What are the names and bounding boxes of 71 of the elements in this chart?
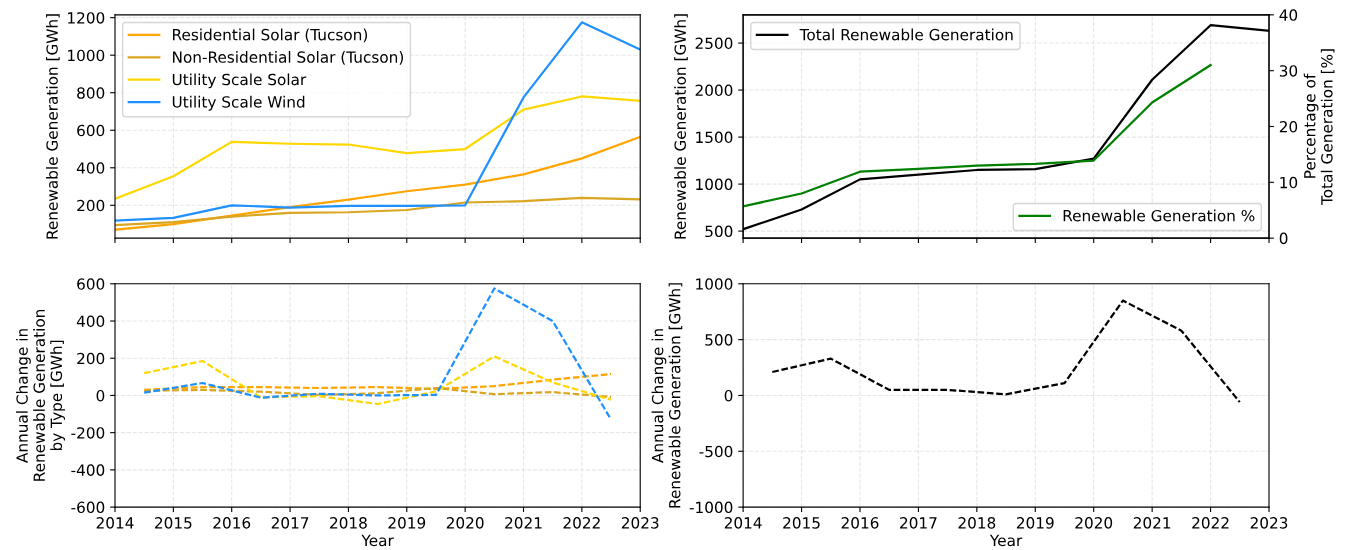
y-tick-label: 2500	[695, 37, 733, 50]
x-tick-label: 2019	[388, 517, 426, 529]
x-tick-label: 2017	[271, 517, 309, 529]
y-tick-label: 1000	[68, 49, 105, 62]
y2-tick-label: 30	[1279, 65, 1298, 77]
x-tick-label: 2018	[330, 517, 367, 529]
y-tick-label: -400	[71, 464, 105, 476]
x-tick-label: 2023	[1250, 517, 1288, 529]
y-tick-label: 600	[77, 278, 105, 290]
x-axis-title: Year	[361, 534, 394, 547]
x-tick-label: 2020	[1075, 517, 1113, 529]
legend-label: Residential Solar (Tucson)	[173, 28, 368, 43]
y-tick-label: 500	[705, 225, 733, 238]
x-tick-label: 2023	[621, 517, 659, 529]
x-tick-label: 2015	[155, 517, 192, 529]
line-series	[115, 21, 641, 222]
x-tick-label: 2016	[213, 517, 251, 529]
line-series	[143, 355, 613, 406]
line-series	[771, 299, 1241, 404]
y2-tick-label: 40	[1279, 9, 1298, 21]
line-series	[143, 287, 613, 421]
line-series	[143, 386, 613, 399]
y-tick-label: 200	[77, 352, 105, 365]
line-series	[143, 372, 613, 391]
x-tick-label: 2018	[958, 517, 996, 529]
y-axis-title: Renewable Generation [GWh]	[674, 14, 688, 239]
y-tick-label: 400	[76, 162, 105, 174]
line-series	[115, 95, 641, 200]
y-tick-label: 1200	[68, 12, 105, 24]
y-tick-label: -500	[699, 445, 733, 458]
x-tick-label: 2016	[841, 517, 879, 529]
y-axis-title: Renewable Generation [GWh]	[46, 14, 60, 239]
y-tick-label: 800	[77, 87, 105, 99]
y2-tick-label: 0	[1279, 232, 1288, 245]
legend-label: Utility Scale Solar	[172, 73, 307, 89]
y-tick-label: 2000	[695, 84, 733, 97]
line-series	[115, 196, 641, 227]
y2-axis-title: Percentage of Total Generation [%]	[1303, 49, 1335, 206]
x-tick-label: 2022	[563, 517, 600, 529]
y-tick-label: 1500	[696, 131, 733, 144]
x-tick-label: 2021	[505, 517, 542, 529]
y-axis-title: Annual Change in Renewable Generation [GWh]	[651, 283, 683, 508]
y2-tick-label: 10	[1280, 176, 1298, 189]
y-tick-label: -600	[71, 501, 105, 514]
y-tick-label: 0	[96, 389, 105, 402]
y-tick-label: 600	[77, 124, 105, 137]
y-tick-label: 400	[76, 315, 105, 328]
x-axis-title: Year	[989, 534, 1023, 547]
line-series	[115, 135, 641, 231]
y-tick-label: 1000	[696, 278, 733, 290]
x-tick-label: 2022	[1192, 517, 1229, 529]
y-tick-label: 1000	[696, 178, 733, 191]
y-tick-label: 500	[705, 334, 733, 346]
line-series	[743, 63, 1212, 208]
legend-label: Total Renewable Generation	[799, 28, 1013, 41]
x-tick-label: 2019	[1016, 517, 1054, 529]
x-tick-label: 2020	[446, 517, 484, 529]
y-tick-label: -1000	[689, 501, 733, 514]
x-tick-label: 2014	[96, 517, 134, 529]
x-tick-label: 2017	[900, 517, 937, 529]
y2-tick-label: 20	[1279, 120, 1298, 133]
x-tick-label: 2015	[783, 517, 820, 529]
legend-label: Renewable Generation %	[1063, 209, 1255, 222]
x-tick-label: 2014	[724, 517, 762, 529]
y-axis-title: Annual Change in Renewable Generation by Type [GWh]	[16, 309, 66, 481]
y-tick-label: -200	[71, 427, 105, 439]
legend-label: Non-Residential Solar (Tucson)	[173, 51, 403, 65]
x-tick-label: 2021	[1133, 517, 1171, 529]
legend-label: Utility Scale Wind	[172, 95, 305, 111]
y-tick-label: 200	[77, 199, 105, 212]
y-tick-label: 0	[724, 389, 733, 402]
